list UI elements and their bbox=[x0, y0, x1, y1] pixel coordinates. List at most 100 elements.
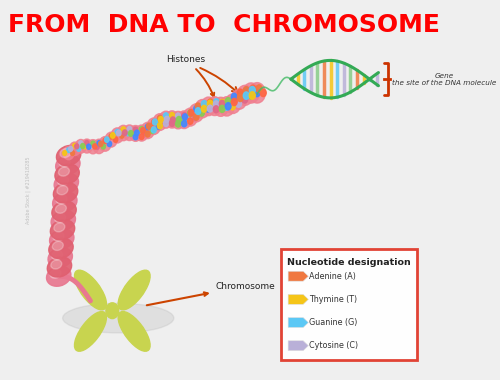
Ellipse shape bbox=[243, 83, 259, 103]
Ellipse shape bbox=[182, 120, 187, 127]
Text: FROM  DNA TO  CHROMOSOME: FROM DNA TO CHROMOSOME bbox=[8, 13, 440, 37]
Ellipse shape bbox=[104, 137, 109, 142]
Ellipse shape bbox=[129, 125, 142, 141]
Ellipse shape bbox=[226, 103, 231, 110]
Ellipse shape bbox=[120, 133, 124, 138]
Ellipse shape bbox=[165, 111, 179, 128]
Ellipse shape bbox=[194, 114, 199, 120]
Ellipse shape bbox=[85, 141, 89, 146]
Ellipse shape bbox=[202, 101, 207, 108]
Ellipse shape bbox=[109, 134, 114, 139]
Ellipse shape bbox=[58, 176, 68, 185]
Ellipse shape bbox=[237, 85, 253, 105]
Ellipse shape bbox=[220, 105, 225, 112]
Ellipse shape bbox=[49, 238, 73, 258]
Ellipse shape bbox=[156, 123, 161, 129]
Ellipse shape bbox=[50, 220, 74, 240]
Ellipse shape bbox=[214, 99, 219, 106]
Ellipse shape bbox=[168, 117, 173, 123]
Ellipse shape bbox=[87, 139, 99, 154]
Ellipse shape bbox=[133, 127, 138, 133]
Ellipse shape bbox=[153, 114, 166, 130]
Ellipse shape bbox=[89, 144, 93, 149]
Ellipse shape bbox=[219, 97, 234, 116]
Ellipse shape bbox=[164, 113, 168, 119]
Ellipse shape bbox=[48, 248, 72, 268]
Ellipse shape bbox=[62, 150, 66, 155]
Ellipse shape bbox=[54, 214, 66, 223]
Ellipse shape bbox=[132, 130, 136, 136]
Ellipse shape bbox=[170, 117, 175, 124]
Ellipse shape bbox=[116, 130, 121, 136]
Ellipse shape bbox=[56, 204, 66, 213]
Ellipse shape bbox=[182, 114, 188, 120]
Ellipse shape bbox=[147, 118, 160, 135]
Ellipse shape bbox=[164, 120, 168, 127]
Ellipse shape bbox=[52, 201, 76, 221]
Ellipse shape bbox=[54, 223, 65, 232]
Ellipse shape bbox=[146, 124, 150, 130]
Ellipse shape bbox=[56, 146, 81, 166]
Ellipse shape bbox=[122, 130, 127, 136]
Ellipse shape bbox=[193, 114, 198, 120]
Ellipse shape bbox=[121, 127, 126, 133]
Ellipse shape bbox=[146, 131, 150, 137]
Ellipse shape bbox=[260, 89, 266, 97]
Ellipse shape bbox=[103, 138, 108, 143]
FancyBboxPatch shape bbox=[281, 249, 416, 360]
FancyArrow shape bbox=[288, 271, 308, 281]
Ellipse shape bbox=[99, 136, 111, 151]
Text: Cytosine (C): Cytosine (C) bbox=[309, 341, 358, 350]
Ellipse shape bbox=[74, 270, 106, 310]
Ellipse shape bbox=[141, 122, 154, 139]
Ellipse shape bbox=[189, 104, 204, 122]
FancyArrow shape bbox=[288, 294, 308, 304]
Ellipse shape bbox=[176, 121, 180, 127]
Text: Gene
the site of the DNA molecule: Gene the site of the DNA molecule bbox=[392, 73, 496, 86]
Ellipse shape bbox=[226, 98, 231, 105]
Text: Thymine (T): Thymine (T) bbox=[309, 295, 357, 304]
Text: Adenine (A): Adenine (A) bbox=[309, 272, 356, 281]
Ellipse shape bbox=[250, 85, 256, 92]
Ellipse shape bbox=[180, 117, 186, 124]
Ellipse shape bbox=[92, 144, 97, 149]
Ellipse shape bbox=[220, 99, 225, 106]
Text: Histones: Histones bbox=[166, 55, 214, 97]
Text: Nucleotide designation: Nucleotide designation bbox=[287, 258, 410, 267]
Ellipse shape bbox=[254, 89, 260, 97]
Ellipse shape bbox=[68, 146, 72, 151]
Ellipse shape bbox=[232, 93, 237, 101]
Ellipse shape bbox=[201, 97, 216, 116]
Ellipse shape bbox=[232, 98, 237, 106]
Ellipse shape bbox=[238, 89, 243, 97]
Ellipse shape bbox=[64, 146, 74, 160]
Ellipse shape bbox=[134, 130, 139, 136]
Ellipse shape bbox=[256, 85, 262, 92]
Ellipse shape bbox=[52, 192, 77, 212]
Ellipse shape bbox=[51, 260, 62, 269]
Ellipse shape bbox=[110, 133, 115, 138]
Ellipse shape bbox=[53, 232, 64, 241]
Ellipse shape bbox=[194, 106, 199, 112]
Ellipse shape bbox=[188, 109, 194, 116]
Ellipse shape bbox=[55, 164, 80, 184]
Ellipse shape bbox=[135, 125, 148, 141]
Ellipse shape bbox=[244, 92, 249, 99]
Ellipse shape bbox=[126, 130, 130, 136]
Ellipse shape bbox=[81, 139, 92, 153]
Ellipse shape bbox=[111, 128, 124, 143]
Ellipse shape bbox=[170, 120, 174, 127]
Ellipse shape bbox=[58, 167, 70, 176]
Ellipse shape bbox=[232, 96, 237, 103]
Ellipse shape bbox=[105, 132, 117, 147]
Ellipse shape bbox=[50, 269, 61, 278]
Ellipse shape bbox=[196, 108, 201, 114]
Ellipse shape bbox=[80, 144, 85, 149]
Ellipse shape bbox=[144, 130, 148, 136]
Ellipse shape bbox=[59, 158, 70, 167]
Ellipse shape bbox=[230, 103, 235, 110]
Ellipse shape bbox=[76, 146, 80, 151]
Ellipse shape bbox=[205, 105, 210, 112]
Ellipse shape bbox=[159, 111, 173, 128]
Ellipse shape bbox=[238, 94, 243, 101]
